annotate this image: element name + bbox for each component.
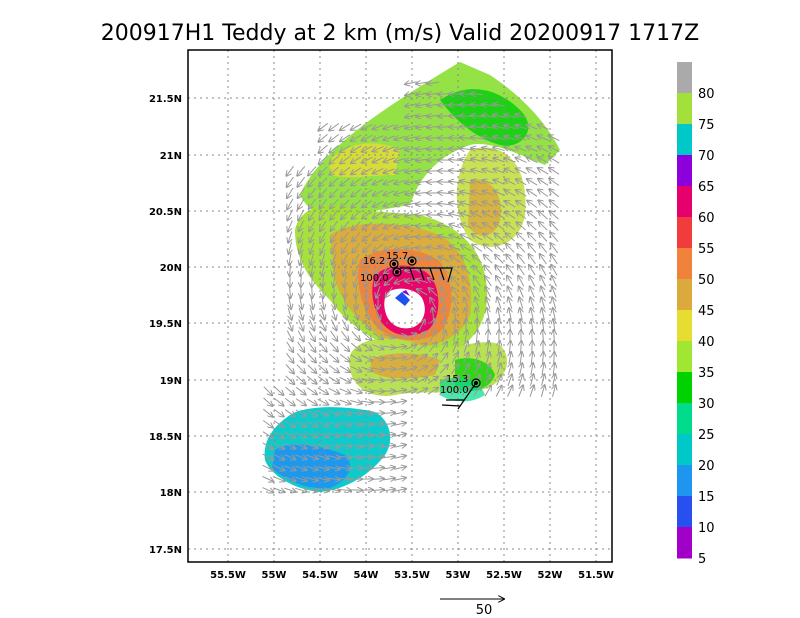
colorbar-label: 25: [698, 428, 715, 443]
colorbar-swatch: [677, 186, 692, 218]
colorbar-swatch: [677, 465, 692, 497]
lat-tick-label: 21.5N: [149, 94, 182, 105]
lon-tick-label: 55.5W: [210, 570, 246, 581]
lat-tick-label: 17.5N: [149, 545, 182, 556]
colorbar-label: 10: [698, 521, 715, 536]
colorbar-swatch: [677, 372, 692, 404]
colorbar-swatch: [677, 403, 692, 435]
lat-tick-label: 18.5N: [149, 432, 182, 443]
colorbar-label: 60: [698, 211, 715, 226]
obs-label: 15.7: [386, 251, 408, 262]
colorbar-swatch: [677, 217, 692, 249]
lon-axis: 55.5W 55W 54.5W 54W 53.5W 53W 52.5W 52W …: [210, 570, 614, 581]
colorbar-label: 15: [698, 490, 715, 505]
colorbar-label: 50: [698, 273, 715, 288]
obs-marker: [471, 378, 481, 388]
colorbar-label: 20: [698, 459, 715, 474]
colorbar-swatch: [677, 155, 692, 187]
colorbar-label: 75: [698, 118, 715, 133]
obs-marker: [392, 267, 402, 277]
lon-tick-label: 55W: [262, 570, 287, 581]
lon-tick-label: 51.5W: [578, 570, 614, 581]
obs-label: 16.2: [363, 256, 385, 267]
lon-tick-label: 52.5W: [486, 570, 522, 581]
colorbar-swatch: [677, 434, 692, 466]
lat-tick-label: 20N: [160, 263, 182, 274]
reference-vector: 50: [440, 599, 504, 618]
colorbar-label: 65: [698, 180, 715, 195]
colorbar-label: 40: [698, 335, 715, 350]
colorbar-label: 35: [698, 366, 715, 381]
colorbar-swatch: [677, 124, 692, 156]
colorbar: 80 75 70 65 60 55 50 45 40 35 30 25 20 15 10 5: [677, 62, 715, 567]
plot-frame: [187, 49, 613, 563]
plot-area: 16.2 15.7 100.0 15.3 100.0: [187, 49, 613, 563]
colorbar-swatch: [677, 279, 692, 311]
graticule: [188, 50, 612, 562]
colorbar-swatch: [677, 310, 692, 342]
lat-tick-label: 21N: [160, 151, 182, 162]
obs-marker: [407, 256, 417, 266]
lon-tick-label: 53.5W: [394, 570, 430, 581]
obs-label: 100.0: [360, 273, 389, 284]
colorbar-label: 70: [698, 149, 715, 164]
reference-vector-label: 50: [476, 603, 493, 618]
colorbar-swatch: [677, 93, 692, 125]
colorbar-label: 30: [698, 397, 715, 412]
colorbar-swatch: [677, 62, 692, 94]
map-title: 200917H1 Teddy at 2 km (m/s) Valid 20200…: [101, 21, 699, 46]
lon-tick-label: 54W: [354, 570, 379, 581]
colorbar-label: 80: [698, 87, 715, 102]
lon-tick-label: 53W: [446, 570, 471, 581]
lon-tick-label: 52W: [538, 570, 563, 581]
obs-marker: [389, 259, 399, 269]
colorbar-swatch: [677, 496, 692, 528]
observation-markers: 16.2 15.7 100.0 15.3 100.0: [360, 251, 481, 410]
colorbar-swatch: [677, 527, 692, 559]
lat-axis: 21.5N 21N 20.5N 20N 19.5N 19N 18.5N 18N …: [149, 94, 182, 556]
colorbar-swatch: [677, 341, 692, 373]
wind-vectors: [262, 82, 560, 493]
lat-tick-label: 19.5N: [149, 319, 182, 330]
lat-tick-label: 18N: [160, 488, 182, 499]
colorbar-label: 5: [698, 552, 706, 567]
colorbar-swatch: [677, 248, 692, 280]
lon-tick-label: 54.5W: [302, 570, 338, 581]
lat-tick-label: 20.5N: [149, 207, 182, 218]
lat-tick-label: 19N: [160, 376, 182, 387]
obs-label: 100.0: [440, 385, 469, 396]
colorbar-label: 55: [698, 242, 715, 257]
colorbar-label: 45: [698, 304, 715, 319]
obs-label: 15.3: [446, 374, 468, 385]
